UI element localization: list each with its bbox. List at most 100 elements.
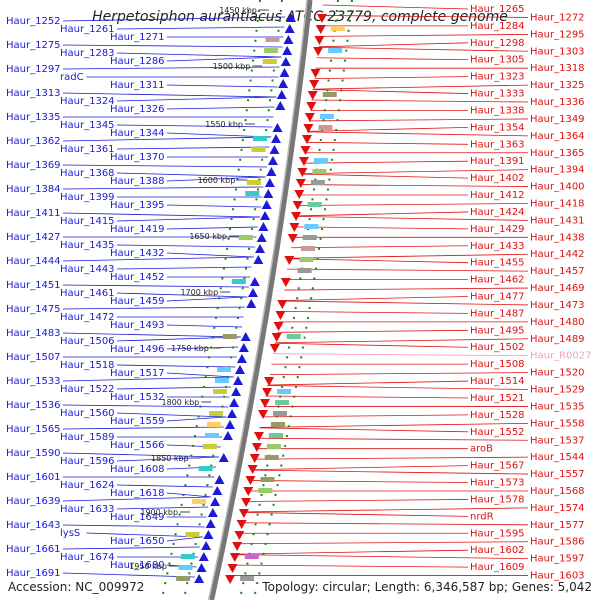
reverse-gene-arrow bbox=[241, 498, 252, 507]
forward-leader-line bbox=[62, 546, 200, 550]
reverse-gene-label: Haur_1586 bbox=[530, 537, 585, 548]
cog-feature bbox=[264, 48, 279, 53]
forward-gene-label: Haur_1451 bbox=[6, 280, 61, 291]
reverse-gene-arrow bbox=[236, 520, 247, 529]
forward-gene-arrow bbox=[256, 233, 267, 242]
reverse-gene-arrow bbox=[292, 201, 303, 210]
forward-gene-label: Haur_1532 bbox=[110, 392, 165, 403]
reverse-gene-arrow bbox=[291, 212, 302, 221]
reverse-gene-arrow bbox=[234, 531, 245, 540]
forward-gene-label: Haur_1639 bbox=[6, 496, 61, 507]
forward-leader-line bbox=[62, 212, 261, 218]
reverse-gene-label: Haur_1577 bbox=[530, 520, 585, 531]
forward-gene-label: Haur_1452 bbox=[110, 272, 165, 283]
cog-feature bbox=[252, 136, 267, 141]
forward-gene-label: Haur_1362 bbox=[6, 136, 61, 147]
reverse-leader-line bbox=[251, 469, 529, 475]
reverse-gene-label: Haur_1487 bbox=[470, 308, 525, 319]
forward-gene-arrow bbox=[275, 101, 286, 110]
forward-gene-label: Haur_1252 bbox=[6, 16, 61, 27]
reverse-gene-label: Haur_1418 bbox=[530, 198, 585, 209]
reverse-leader-line bbox=[294, 215, 529, 221]
forward-gene-arrow bbox=[224, 420, 235, 429]
forward-gene-label: Haur_1493 bbox=[110, 320, 165, 331]
reverse-leader-line bbox=[269, 372, 529, 376]
cog-feature bbox=[178, 565, 193, 570]
reverse-gene-arrow bbox=[303, 124, 314, 133]
reverse-gene-arrow bbox=[294, 190, 305, 199]
forward-gene-label: Haur_1335 bbox=[6, 112, 61, 123]
forward-gene-label: Haur_1649 bbox=[110, 512, 165, 523]
reverse-gene-arrow bbox=[314, 36, 325, 45]
reverse-leader-line bbox=[309, 118, 529, 122]
reverse-gene-label: Haur_1473 bbox=[530, 300, 585, 311]
reverse-gene-arrow bbox=[251, 443, 262, 452]
forward-gene-label: Haur_1533 bbox=[6, 376, 61, 387]
reverse-gene-label: Haur_1528 bbox=[470, 410, 525, 421]
cog-feature bbox=[304, 224, 319, 229]
reverse-gene-arrow bbox=[227, 564, 238, 573]
reverse-gene-label: Haur_1558 bbox=[530, 418, 585, 429]
reverse-gene-arrow bbox=[269, 344, 280, 353]
reverse-leader-line bbox=[252, 465, 469, 471]
forward-gene-label: Haur_1324 bbox=[60, 96, 115, 107]
forward-gene-label: Haur_1313 bbox=[6, 88, 61, 99]
reverse-leader-line bbox=[312, 89, 469, 94]
scale-label: 1500 kbp bbox=[213, 62, 251, 71]
feature-tracks bbox=[176, 13, 345, 584]
forward-gene-arrow bbox=[222, 431, 233, 440]
backbone-shadow bbox=[207, 0, 308, 600]
forward-gene-label: Haur_1427 bbox=[6, 232, 61, 243]
forward-leader-line bbox=[166, 296, 247, 302]
forward-gene-label: Haur_1624 bbox=[60, 480, 115, 491]
reverse-gene-label: Haur_1400 bbox=[530, 182, 585, 193]
forward-gene-arrow bbox=[264, 178, 275, 187]
forward-leader-line bbox=[116, 292, 248, 298]
cog-feature bbox=[270, 422, 285, 427]
reverse-gene-arrow bbox=[247, 465, 258, 474]
forward-gene-arrow bbox=[218, 453, 229, 462]
reverse-leader-line bbox=[311, 99, 529, 103]
reverse-gene-arrow bbox=[284, 256, 295, 265]
forward-gene-label: Haur_1518 bbox=[60, 360, 115, 371]
reverse-gene-label: Haur_1364 bbox=[530, 131, 585, 142]
reverse-gene-label: Haur_1442 bbox=[530, 249, 585, 260]
reverse-leader-line bbox=[246, 499, 469, 502]
reverse-gene-arrow bbox=[243, 487, 254, 496]
guide-ring bbox=[160, 0, 261, 600]
forward-gene-arrow bbox=[238, 343, 249, 352]
forward-leader-line bbox=[62, 256, 253, 262]
forward-leader-line bbox=[62, 164, 267, 168]
reverse-leader-line bbox=[244, 507, 529, 513]
map-title: Herpetosiphon aurantiacus ATCC 23779, co… bbox=[92, 9, 508, 25]
forward-leader-line bbox=[116, 96, 276, 102]
forward-gene-arrow bbox=[246, 299, 257, 308]
reverse-gene-label: Haur_1535 bbox=[530, 401, 585, 412]
forward-leader-line bbox=[166, 226, 258, 230]
reverse-leader-line bbox=[280, 311, 469, 314]
forward-gene-arrow bbox=[266, 167, 277, 176]
reverse-gene-label: Haur_1303 bbox=[530, 46, 585, 57]
forward-gene-label: Haur_1444 bbox=[6, 256, 61, 267]
forward-gene-arrow bbox=[234, 365, 245, 374]
reverse-leader-line bbox=[301, 173, 469, 179]
forward-gene-label: Haur_1368 bbox=[60, 168, 115, 179]
forward-gene-label: Haur_1565 bbox=[6, 424, 61, 435]
forward-gene-label: Haur_1345 bbox=[60, 120, 115, 131]
accession-label: Accession: NC_009972 bbox=[8, 580, 145, 594]
reverse-leader-line bbox=[289, 253, 529, 259]
forward-gene-arrow bbox=[236, 354, 247, 363]
forward-leader-line bbox=[116, 364, 236, 368]
cog-feature bbox=[319, 114, 334, 119]
forward-gene-arrow bbox=[276, 90, 287, 99]
forward-gene-arrow bbox=[198, 552, 209, 561]
reverse-leader-line bbox=[306, 131, 529, 137]
reverse-gene-arrow bbox=[229, 553, 240, 562]
reverse-leader-line bbox=[314, 76, 469, 80]
forward-gene-label: lysS bbox=[60, 528, 80, 539]
forward-gene-label: Haur_1560 bbox=[60, 408, 115, 419]
cog-feature bbox=[240, 576, 255, 581]
forward-leader-line bbox=[116, 172, 266, 178]
reverse-gene-label: nrdR bbox=[470, 511, 494, 522]
forward-leader-line bbox=[116, 456, 218, 462]
